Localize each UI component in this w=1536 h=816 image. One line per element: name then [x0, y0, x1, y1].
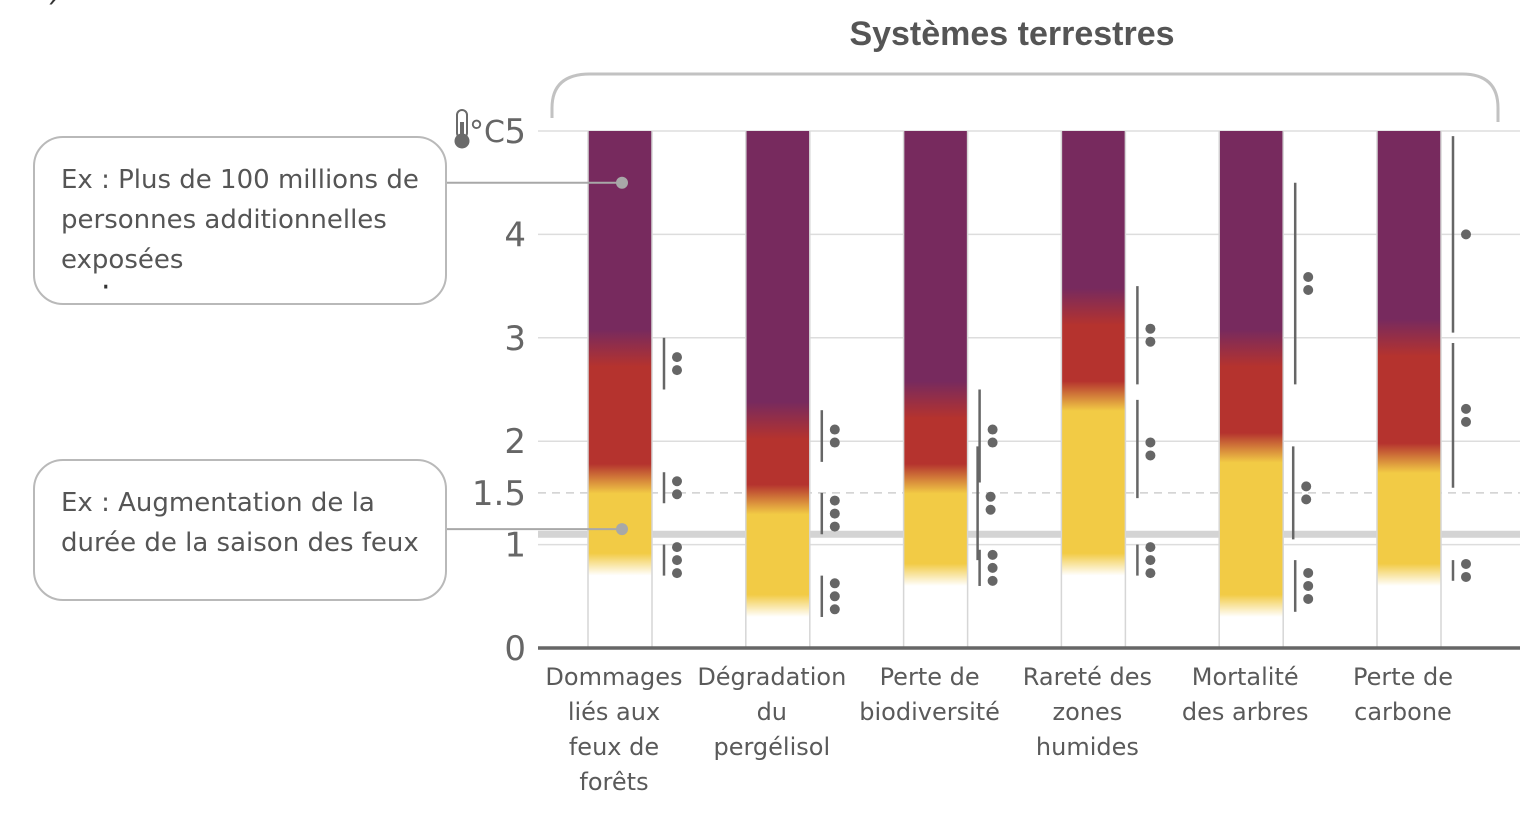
confidence-dot: [1145, 323, 1156, 334]
category-label: Dégradation du pergélisol: [697, 663, 846, 761]
confidence-dot: [987, 424, 998, 435]
confidence-dot: [672, 489, 682, 500]
confidence-dot: [1461, 558, 1471, 569]
stray-mark-1: ´: [44, 0, 59, 31]
confidence-dot: [829, 437, 840, 448]
y-tick-label: 2: [504, 422, 526, 462]
y-tick-label: 1.5: [472, 474, 526, 514]
bars: [587, 131, 1442, 648]
bar: [1219, 131, 1284, 648]
confidence-dot: [1461, 416, 1471, 427]
y-tick-label: 0: [504, 629, 526, 669]
category-label: Rareté des zones humides: [1023, 663, 1152, 761]
confidence-dot: [1303, 285, 1314, 296]
confidence-dot: [1301, 494, 1312, 505]
group-bracket: [550, 72, 1500, 122]
bar: [588, 131, 652, 648]
bar: [1061, 131, 1126, 648]
confidence-dot: [672, 542, 682, 553]
chart-title: Systèmes terrestres: [849, 15, 1174, 53]
confidence-dot: [1461, 403, 1471, 414]
confidence-dot: [1303, 593, 1314, 604]
category-label: Perte de carbone: [1353, 663, 1453, 726]
confidence-dot: [1145, 450, 1156, 461]
confidence-dot: [829, 424, 840, 435]
confidence-dot: [829, 521, 840, 532]
y-tick-label: 5: [504, 112, 526, 152]
callout-text-2: Ex : Augmentation de la durée de la sais…: [61, 488, 419, 558]
confidence-dot: [829, 578, 840, 589]
confidence-dot: [672, 352, 682, 363]
callout-leader-dot: [616, 523, 628, 536]
gridlines: [538, 130, 1520, 546]
callout-box-2: Ex : Augmentation de la durée de la sais…: [33, 459, 447, 601]
callout-leaders: [447, 176, 628, 536]
confidence-dot: [1461, 229, 1471, 240]
confidence-dot: [829, 604, 840, 615]
y-tick-label: 3: [504, 319, 526, 359]
confidence-dot: [985, 491, 996, 502]
confidence-dot: [1145, 542, 1156, 553]
unit-label: °C: [469, 115, 505, 150]
confidence-dot: [1303, 567, 1314, 578]
category-labels: Dommages liés aux feux de forêtsDégradation…: [545, 663, 1453, 796]
bar: [903, 131, 968, 648]
confidence-dot: [1301, 481, 1312, 492]
confidence-dot: [987, 437, 998, 448]
category-label: Perte de biodiversité: [859, 663, 1000, 726]
confidence-dot: [987, 549, 998, 560]
bar: [745, 131, 810, 648]
stray-mark-2: ·: [101, 270, 111, 305]
category-label: Dommages liés aux feux de forêts: [545, 663, 682, 796]
confidence-dot: [985, 504, 996, 515]
confidence-dot: [1145, 568, 1156, 579]
confidence-dot: [672, 568, 682, 579]
y-tick-label: 4: [504, 215, 526, 255]
confidence-dot: [829, 495, 840, 506]
confidence-dot: [672, 476, 682, 487]
bar: [1377, 131, 1441, 648]
confidence-dot: [1461, 571, 1471, 582]
confidence-dot: [1145, 555, 1156, 566]
callout-text-1: Ex : Plus de 100 millions de personnes a…: [61, 165, 419, 275]
confidence-dot: [829, 591, 840, 602]
confidence-dot: [829, 508, 840, 519]
confidence-dot: [1145, 336, 1156, 347]
y-tick-label: 1: [504, 526, 526, 566]
confidence-dot: [1303, 272, 1314, 283]
callout-leader-dot: [616, 176, 628, 189]
confidence-dot: [1145, 437, 1156, 448]
confidence-dot: [672, 365, 682, 376]
confidence-dot: [1303, 580, 1314, 591]
category-label: Mortalité des arbres: [1182, 663, 1309, 726]
confidence-dot: [987, 562, 998, 573]
confidence-dot: [672, 555, 682, 566]
confidence-dot: [987, 575, 998, 586]
callout-box-1: Ex : Plus de 100 millions de personnes a…: [33, 136, 447, 305]
confidence-markers: [662, 136, 1471, 617]
thermometer-icon: [454, 109, 470, 149]
y-axis: 0 1 1.5 2 3 4 5: [472, 112, 1520, 669]
